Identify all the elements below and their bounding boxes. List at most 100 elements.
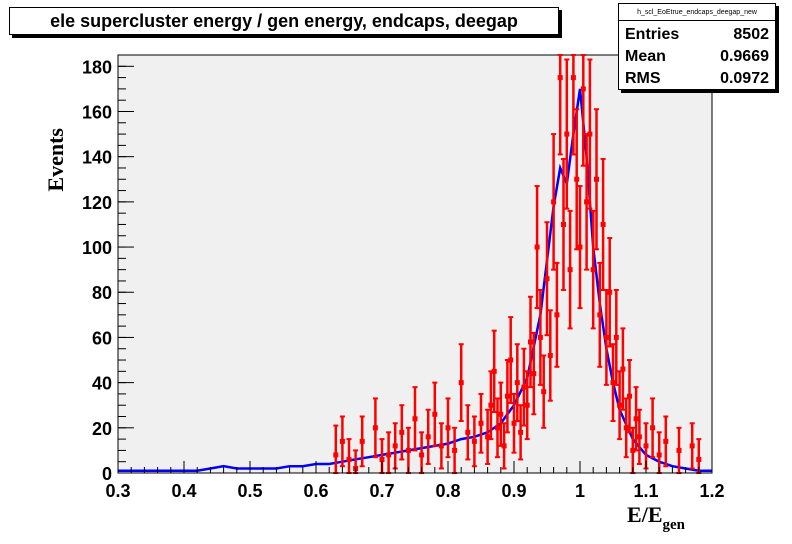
x-tick-label: 1.2 bbox=[699, 481, 724, 501]
red-data-point bbox=[547, 309, 553, 402]
red-data-point bbox=[399, 404, 405, 461]
marker bbox=[359, 438, 365, 444]
marker bbox=[607, 289, 613, 295]
marker bbox=[633, 416, 639, 422]
stats-label: Mean bbox=[625, 48, 666, 65]
marker bbox=[564, 131, 570, 137]
red-data-point bbox=[524, 370, 530, 441]
marker bbox=[584, 199, 590, 205]
marker bbox=[547, 353, 553, 359]
marker bbox=[617, 402, 623, 408]
red-data-point bbox=[594, 108, 599, 251]
marker bbox=[597, 312, 603, 318]
marker bbox=[590, 267, 596, 273]
x-tick-label: 0.8 bbox=[435, 481, 460, 501]
marker bbox=[528, 339, 533, 345]
red-data-point bbox=[465, 404, 471, 461]
red-data-point bbox=[574, 108, 580, 251]
x-tick-label: 0.9 bbox=[501, 481, 526, 501]
x-tick-label: 0.6 bbox=[303, 481, 328, 501]
red-data-point bbox=[544, 221, 550, 337]
red-data-point bbox=[511, 392, 517, 454]
stats-row-rms: RMS 0.0972 bbox=[625, 70, 769, 92]
red-data-point bbox=[508, 316, 514, 404]
red-data-point bbox=[491, 329, 497, 413]
red-data-point bbox=[627, 359, 632, 434]
y-tick-label: 180 bbox=[82, 57, 112, 77]
red-data-point bbox=[458, 343, 464, 423]
marker bbox=[445, 425, 451, 431]
y-tick-label: 100 bbox=[82, 238, 112, 258]
red-data-point bbox=[577, 185, 583, 310]
red-data-point bbox=[432, 381, 438, 447]
red-data-point bbox=[580, 54, 586, 167]
red-data-point bbox=[554, 261, 560, 368]
red-data-point bbox=[620, 327, 626, 411]
x-axis-title-main: E/E bbox=[627, 502, 662, 527]
stats-value: 0.0972 bbox=[720, 70, 769, 87]
y-tick-label: 80 bbox=[92, 283, 112, 303]
marker bbox=[372, 425, 378, 431]
marker bbox=[623, 425, 629, 431]
red-data-point bbox=[471, 415, 477, 468]
red-data-point bbox=[590, 209, 596, 330]
marker bbox=[557, 75, 563, 81]
red-data-point bbox=[650, 397, 656, 459]
red-data-point bbox=[633, 386, 639, 452]
red-data-point bbox=[501, 422, 507, 470]
marker bbox=[346, 456, 352, 462]
marker bbox=[498, 411, 504, 417]
marker bbox=[603, 334, 609, 340]
marker bbox=[504, 393, 510, 399]
marker bbox=[613, 334, 619, 340]
marker bbox=[491, 368, 497, 374]
marker bbox=[689, 443, 695, 449]
red-data-point bbox=[531, 331, 537, 416]
red-data-point bbox=[613, 288, 619, 386]
marker bbox=[518, 429, 524, 435]
marker bbox=[495, 425, 500, 431]
red-data-point bbox=[541, 354, 547, 429]
red-data-point bbox=[339, 415, 345, 468]
marker bbox=[514, 380, 520, 386]
marker bbox=[405, 447, 411, 453]
marker bbox=[643, 443, 649, 449]
marker bbox=[399, 429, 405, 435]
stats-row-mean: Mean 0.9669 bbox=[625, 48, 769, 70]
marker bbox=[534, 244, 540, 250]
marker bbox=[508, 357, 514, 363]
marker bbox=[574, 176, 580, 182]
marker bbox=[452, 447, 458, 453]
marker bbox=[432, 411, 438, 417]
red-data-point bbox=[534, 185, 540, 310]
red-data-point bbox=[570, 54, 576, 156]
marker bbox=[676, 447, 682, 453]
y-tick-label: 160 bbox=[82, 102, 112, 122]
red-data-point bbox=[518, 404, 524, 461]
red-data-point bbox=[564, 58, 570, 210]
red-data-point bbox=[567, 209, 573, 330]
red-data-point bbox=[359, 415, 365, 468]
red-data-point bbox=[610, 343, 616, 423]
marker bbox=[587, 131, 593, 137]
marker bbox=[333, 452, 339, 458]
y-tick-label: 40 bbox=[92, 374, 112, 394]
marker bbox=[544, 276, 550, 282]
marker bbox=[610, 380, 616, 386]
marker bbox=[392, 443, 398, 449]
red-data-point bbox=[478, 392, 484, 454]
marker bbox=[663, 438, 669, 444]
marker bbox=[524, 402, 530, 408]
marker bbox=[438, 443, 444, 449]
stats-histogram-name: h_scl_EoEtrue_endcaps_deegap_new bbox=[619, 6, 775, 21]
marker bbox=[488, 402, 494, 408]
red-data-point bbox=[537, 288, 543, 386]
marker bbox=[501, 443, 507, 449]
red-data-point bbox=[485, 408, 491, 465]
marker bbox=[561, 221, 566, 227]
marker bbox=[551, 199, 557, 205]
y-tick-label: 120 bbox=[82, 193, 112, 213]
marker bbox=[521, 384, 527, 390]
x-tick-label: 1 bbox=[575, 481, 585, 501]
